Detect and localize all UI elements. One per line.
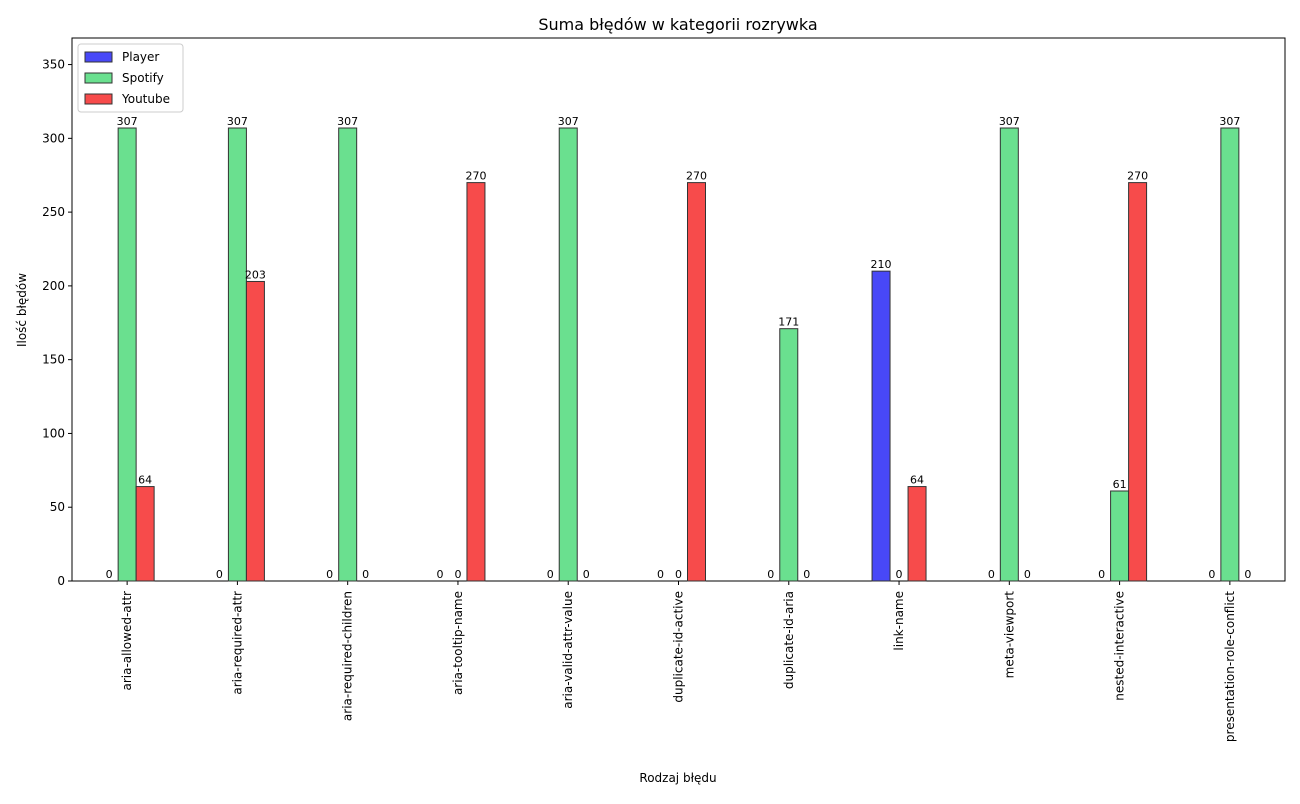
data-label: 0 [767,568,774,581]
data-label: 0 [1244,568,1251,581]
data-label: 0 [326,568,333,581]
x-tick-label: nested-interactive [1113,591,1127,701]
y-tick-label: 350 [42,58,65,72]
y-tick-label: 100 [42,426,65,440]
x-axis-label: Rodzaj błędu [639,771,716,785]
bar-spotify [338,127,358,582]
x-tick-label: aria-valid-attr-value [561,591,575,709]
x-tick-label: aria-required-attr [230,591,244,695]
data-label: 0 [454,568,461,581]
plot-area: 0 50 100 150 200 250 300 350 aria-allowed-attr 0 3… [42,37,1286,742]
x-tick-label: aria-tooltip-name [451,591,465,695]
bar-youtube [907,486,927,582]
y-tick-label: 50 [50,500,65,514]
y-axis-label: Ilość błędów [15,273,29,347]
data-label: 307 [227,115,248,128]
data-label: 0 [1098,568,1105,581]
y-tick-label: 150 [42,353,65,367]
data-label: 64 [910,474,924,487]
x-tick-label: meta-viewport [1002,591,1016,679]
x-tick-label: link-name [892,591,906,651]
x-tick-label: presentation-role-conflict [1223,591,1237,742]
legend-entry-player: Player [122,50,159,64]
bar-spotify [1220,127,1240,582]
data-label: 0 [896,568,903,581]
y-tick-label: 200 [42,279,65,293]
data-label: 0 [216,568,223,581]
y-tick-label: 0 [57,574,65,588]
bar-youtube [245,280,265,582]
x-tick-label: aria-required-children [341,591,355,721]
data-label: 270 [686,170,707,183]
data-label: 203 [245,268,266,281]
data-label: 307 [337,115,358,128]
bar-spotify [999,127,1019,582]
data-label: 0 [362,568,369,581]
data-label: 0 [583,568,590,581]
bar-spotify [227,127,247,582]
data-label: 0 [657,568,664,581]
legend-entry-youtube: Youtube [121,92,170,106]
legend-swatch-youtube [84,93,113,105]
legend-swatch-spotify [84,72,113,84]
bar-spotify [1110,490,1130,582]
data-label: 61 [1113,478,1127,491]
data-label: 0 [803,568,810,581]
bar-spotify [117,127,137,582]
data-label: 210 [871,258,892,271]
legend-entry-spotify: Spotify [122,71,164,85]
data-label: 307 [1219,115,1240,128]
data-label: 0 [675,568,682,581]
data-label: 270 [465,170,486,183]
data-label: 0 [106,568,113,581]
y-tick-label: 250 [42,205,65,219]
y-tick-label: 300 [42,131,65,145]
x-tick-label: duplicate-id-aria [782,591,796,689]
bar-spotify [558,127,578,582]
data-label: 0 [988,568,995,581]
chart-title: Suma błędów w kategorii rozrywka [538,15,817,34]
data-label: 0 [547,568,554,581]
legend-swatch-player [84,51,113,63]
data-label: 307 [117,115,138,128]
x-tick-label: aria-allowed-attr [120,591,134,691]
bar-youtube [1128,182,1148,582]
data-label: 0 [1024,568,1031,581]
bar-youtube [466,182,486,582]
bar-player [871,270,891,582]
data-label: 64 [138,474,152,487]
data-label: 0 [436,568,443,581]
data-label: 171 [778,316,799,329]
data-label: 307 [558,115,579,128]
data-label: 0 [1208,568,1215,581]
data-label: 307 [999,115,1020,128]
data-label: 270 [1127,170,1148,183]
bar-spotify [779,328,799,582]
legend: Player Spotify Youtube [77,43,184,113]
bar-youtube [135,486,155,582]
bar-youtube [687,182,706,582]
x-tick-label: duplicate-id-active [672,591,686,703]
